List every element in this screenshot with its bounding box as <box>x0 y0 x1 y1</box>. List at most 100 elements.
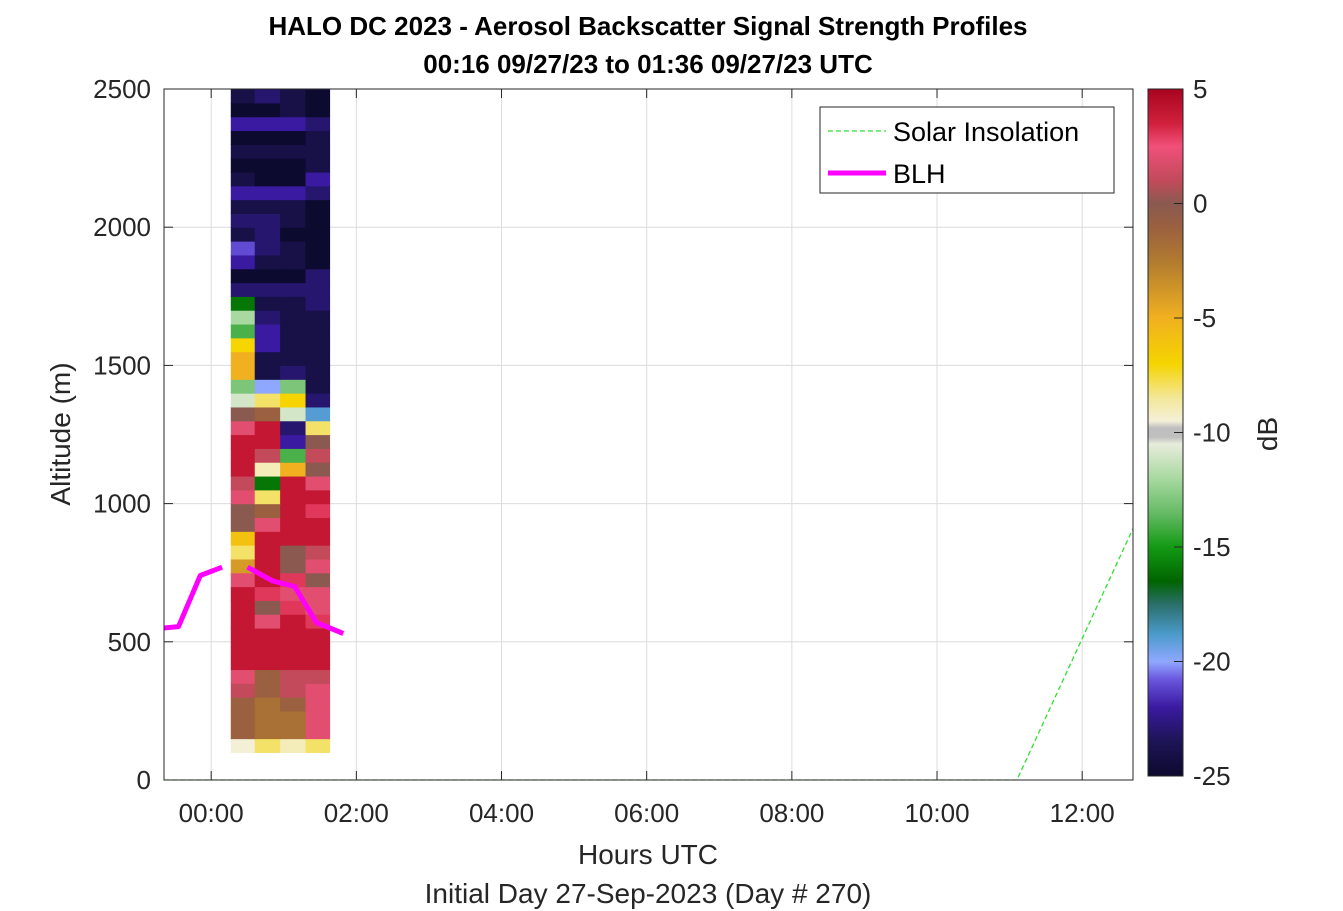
x-tick-label: 10:00 <box>904 798 969 828</box>
heatmap-cell <box>254 558 281 574</box>
heatmap-cell <box>254 116 281 132</box>
heatmap-cell <box>305 144 331 159</box>
legend-blh-label: BLH <box>893 159 946 189</box>
heatmap-cell <box>254 296 281 311</box>
heatmap-cell <box>280 393 307 408</box>
plot-frame <box>163 88 1134 781</box>
heatmap-cell <box>280 406 307 422</box>
colorbar-tick-label: -15 <box>1193 532 1231 562</box>
heatmap-cell <box>230 641 256 657</box>
heatmap-cell <box>254 323 281 339</box>
heatmap-cell <box>254 310 281 325</box>
heatmap-cell <box>280 669 307 684</box>
heatmap-cell <box>254 282 281 297</box>
heatmap-cell <box>230 545 256 560</box>
heatmap-cell <box>305 475 331 491</box>
heatmap-cell <box>254 503 281 519</box>
heatmap-cell <box>230 213 256 228</box>
heatmap-cell <box>280 48 306 62</box>
heatmap-cell <box>305 738 331 753</box>
heatmap-cell <box>230 102 256 118</box>
heatmap-cell <box>254 185 281 201</box>
heatmap-cell <box>230 738 256 753</box>
heatmap-cell <box>280 213 307 228</box>
heatmap-cell <box>230 655 256 671</box>
x-tick-label: 02:00 <box>324 798 389 828</box>
heatmap-cell <box>305 503 331 519</box>
heatmap-cell <box>230 282 256 297</box>
heatmap-cell <box>230 323 256 339</box>
heatmap-cell <box>305 365 331 380</box>
heatmap-cell <box>280 434 307 449</box>
heatmap-cell <box>230 434 256 449</box>
heatmap-cell <box>305 531 331 546</box>
heatmap-cell <box>230 489 256 505</box>
heatmap-cell <box>280 102 307 118</box>
x-tick-label: 12:00 <box>1050 798 1115 828</box>
heatmap-cell <box>230 393 256 408</box>
heatmap-cell <box>230 310 256 325</box>
heatmap-cell <box>255 48 281 62</box>
heatmap-cell <box>254 268 281 284</box>
heatmap-cell <box>280 655 307 671</box>
x-tick-label: 06:00 <box>614 798 679 828</box>
heatmap-cell <box>280 158 307 173</box>
colorbar-label: dB <box>1252 417 1283 451</box>
heatmap-cell <box>305 545 331 560</box>
heatmap-cell <box>230 254 256 270</box>
heatmap-cell <box>254 144 281 159</box>
colorbar-tick-label: -10 <box>1193 418 1231 448</box>
heatmap-cell <box>306 61 331 75</box>
heatmap-cell <box>305 462 331 477</box>
heatmap-cell <box>280 199 307 214</box>
x-axis-ticks: 00:00 02:00 04:00 06:00 08:00 10:00 12:00 <box>179 89 1115 828</box>
heatmap-cell <box>305 130 331 145</box>
colorbar-tick-label: 5 <box>1193 74 1207 104</box>
heatmap-cell <box>254 655 281 671</box>
heatmap-cell <box>305 517 331 532</box>
heatmap-cell <box>305 268 331 284</box>
heatmap-cell <box>305 351 331 366</box>
heatmap-cell <box>305 213 331 228</box>
x-tick-label: 04:00 <box>469 798 534 828</box>
heatmap-cell <box>254 669 281 684</box>
heatmap-cell <box>230 669 256 684</box>
heatmap-cell <box>305 724 331 740</box>
colorbar-tick-label: -20 <box>1193 647 1231 677</box>
heatmap-cell <box>254 489 281 505</box>
y-tick-label: 2000 <box>93 212 151 242</box>
heatmap-cell <box>305 89 331 90</box>
heatmap-cell <box>230 627 256 643</box>
heatmap-cell <box>254 365 281 380</box>
heatmap-cell <box>305 697 331 712</box>
heatmap-cell <box>305 282 331 297</box>
y-tick-label: 500 <box>108 627 151 657</box>
heatmap-cell <box>280 710 307 726</box>
legend-solar-label: Solar Insolation <box>893 117 1079 147</box>
heatmap-cell <box>231 61 256 75</box>
heatmap-cell <box>280 517 307 532</box>
heatmap-cell <box>230 420 256 436</box>
heatmap-cell <box>230 144 256 159</box>
heatmap-cell <box>230 296 256 311</box>
heatmap-cell <box>280 627 307 643</box>
heatmap-cell <box>305 227 331 242</box>
heatmap-cell <box>280 61 306 75</box>
heatmap-cell <box>280 171 307 187</box>
heatmap-cell <box>305 379 331 394</box>
heatmap-cell <box>254 531 281 546</box>
heatmap-cell <box>254 241 281 256</box>
colorbar-ticks: 5 0 -5 -10 -15 -20 -25 <box>1174 74 1231 791</box>
heatmap-cell <box>230 158 256 173</box>
heatmap-cell <box>254 627 281 643</box>
heatmap-cell <box>280 697 307 712</box>
colorbar: 5 0 -5 -10 -15 -20 -25 dB <box>1147 74 1283 791</box>
heatmap-cell <box>305 669 331 684</box>
heatmap-cell <box>280 227 307 242</box>
heatmap-cell <box>254 171 281 187</box>
heatmap-cell <box>254 710 281 726</box>
heatmap-cell <box>305 683 331 698</box>
heatmap-cell <box>254 434 281 449</box>
heatmap-cell <box>280 130 307 145</box>
